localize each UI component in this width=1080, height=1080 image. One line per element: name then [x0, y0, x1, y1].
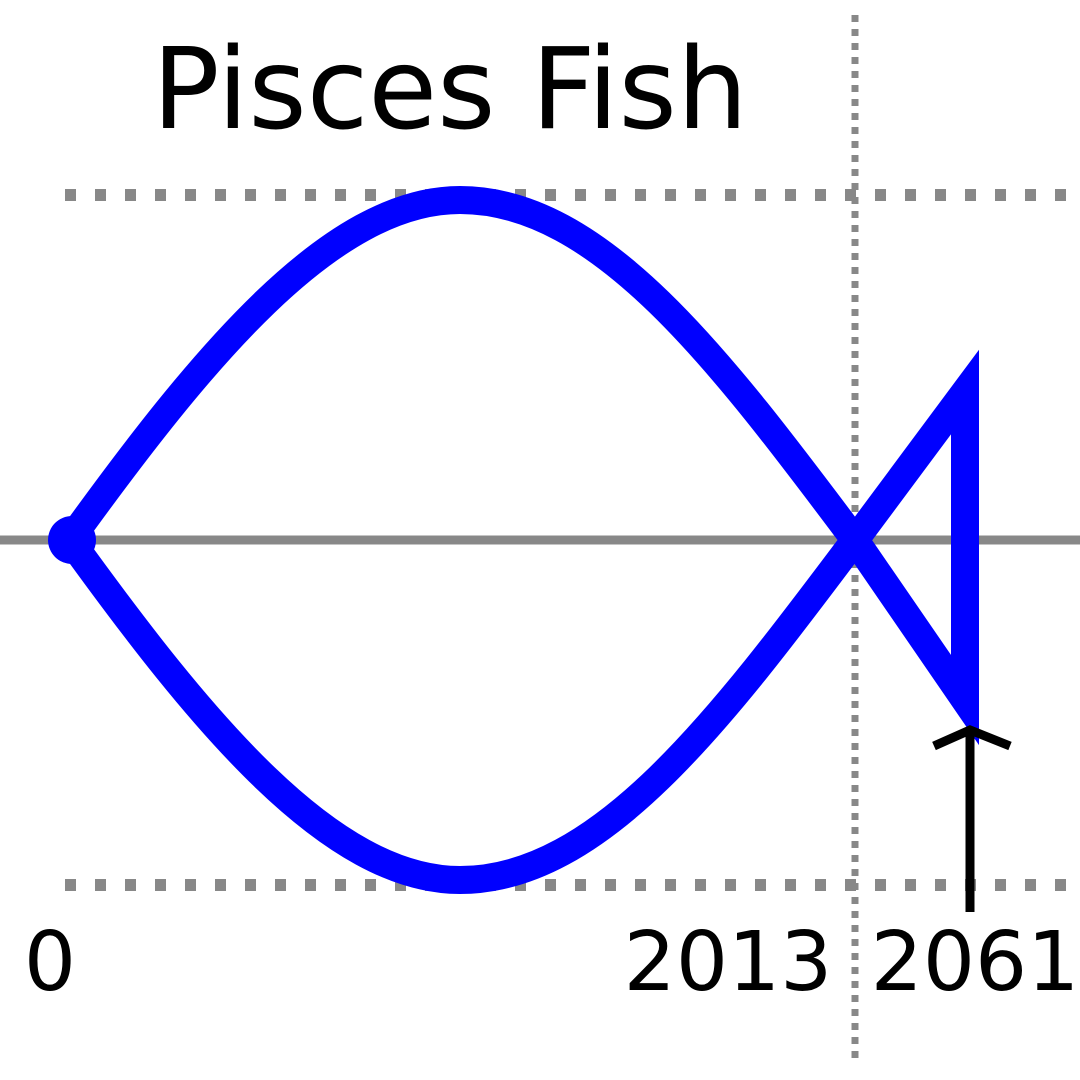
label: 2061 — [871, 915, 1080, 1010]
label: 0 — [24, 915, 76, 1010]
fish-outline — [52, 185, 979, 895]
title: Pisces Fish — [152, 25, 748, 155]
arrow-head — [932, 725, 1012, 751]
label: 2013 — [624, 915, 833, 1010]
fish-eye — [48, 516, 96, 564]
